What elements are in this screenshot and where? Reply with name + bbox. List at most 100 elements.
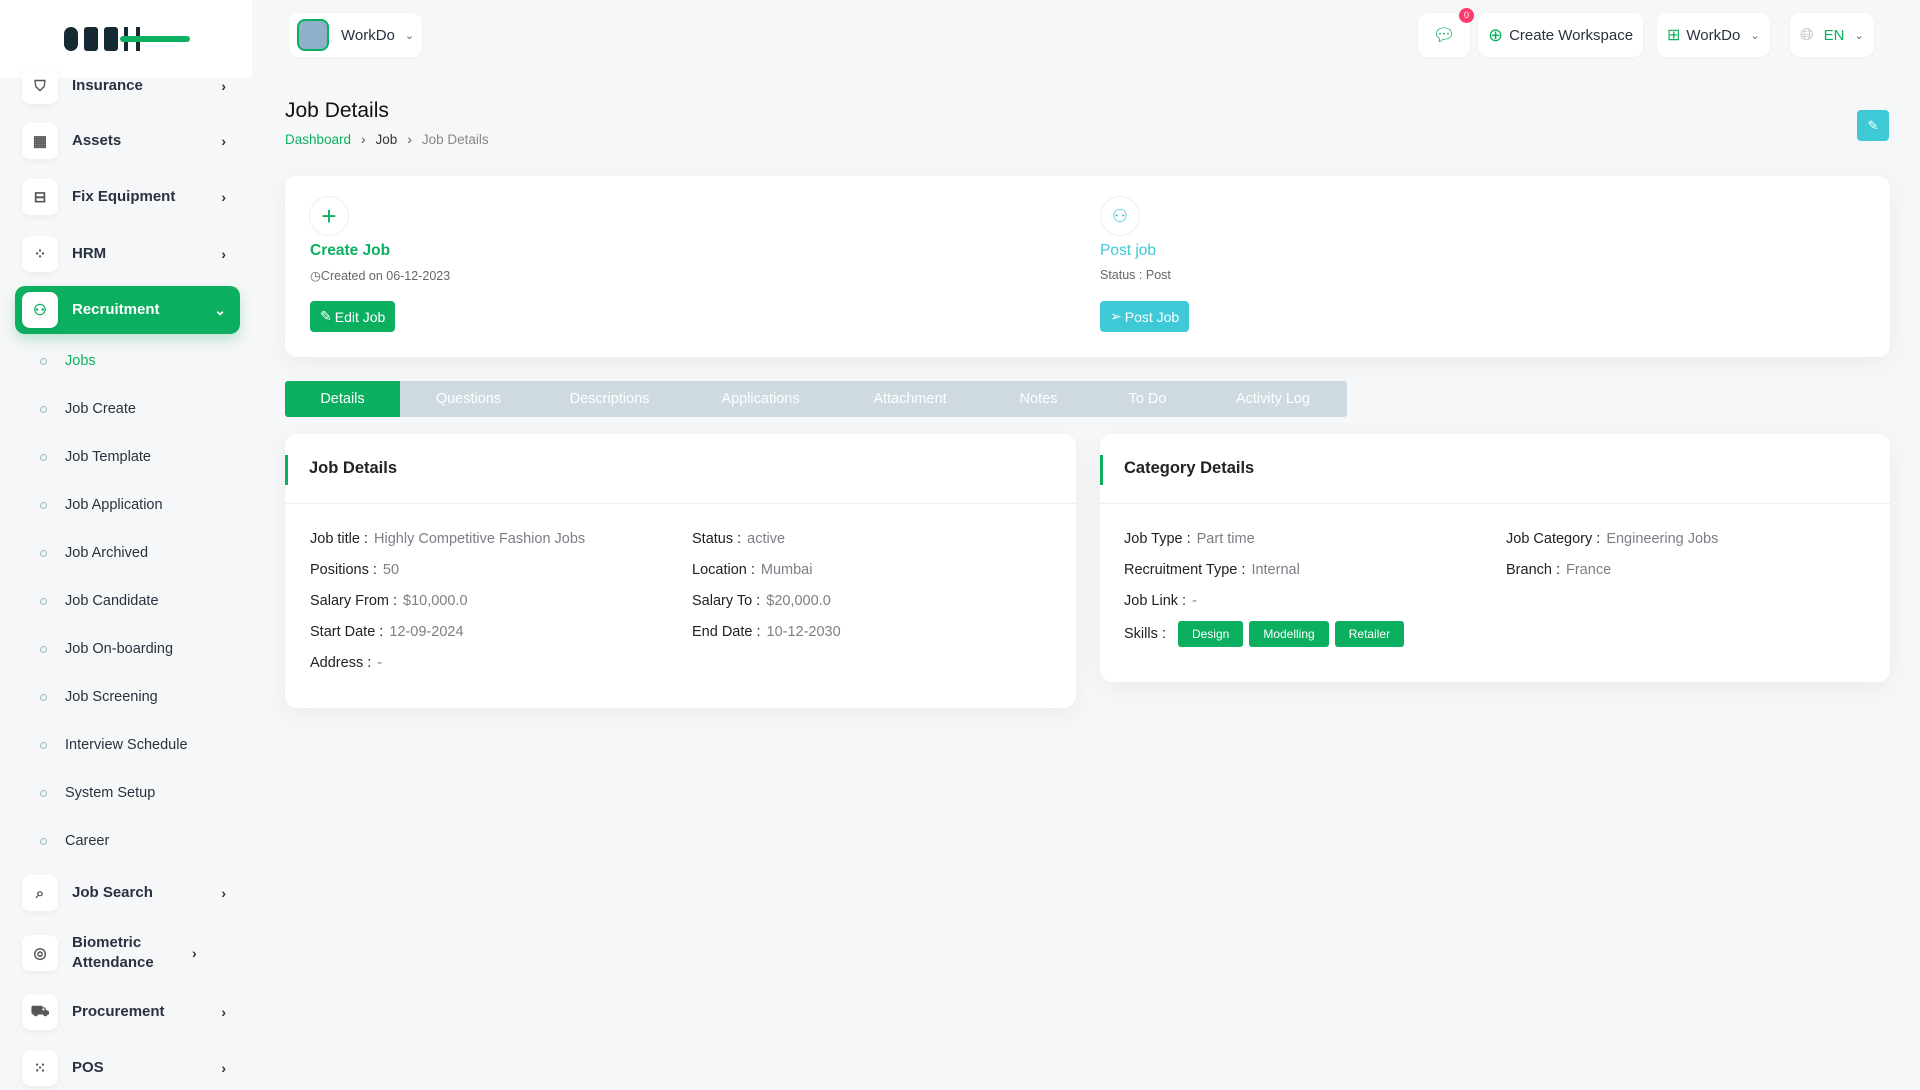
cart-icon: ⛟ xyxy=(22,994,58,1030)
language-dropdown[interactable]: 🌐︎ EN ⌄ xyxy=(1790,13,1874,57)
create-workspace-button[interactable]: ⊕ Create Workspace xyxy=(1478,13,1644,57)
field-job-link: Job Link :- xyxy=(1124,593,1197,609)
tab-activity-log[interactable]: Activity Log xyxy=(1235,391,1311,407)
apps-icon: ⊞ xyxy=(1667,27,1681,44)
tab-descriptions[interactable]: Descriptions xyxy=(569,391,650,407)
field-address: Address :- xyxy=(310,655,383,671)
chevron-right-icon: › xyxy=(407,132,412,147)
pencil-icon: ✎ xyxy=(1867,117,1879,133)
logo[interactable] xyxy=(0,0,252,78)
bullet-icon xyxy=(40,453,47,461)
field-positions: Positions :50 xyxy=(310,562,400,578)
tab-todo[interactable]: To Do xyxy=(1128,391,1167,407)
sidebar: ⛉ Insurance › ▦ Assets › ⊟ Fix Equipment › ⁘ HR… xyxy=(0,0,252,1086)
messages-button[interactable]: 💬︎ 0 xyxy=(1418,8,1474,57)
workspace-selector[interactable]: WorkDo ⌄ xyxy=(289,13,423,57)
plus-circle-icon: ⊕ xyxy=(1488,24,1504,45)
sidebar-subitem-system-setup[interactable]: System Setup xyxy=(40,785,155,801)
chevron-down-icon: ⌄ xyxy=(404,29,415,42)
card-title: Job Details xyxy=(285,434,1076,504)
field-end-date: End Date :10-12-2030 xyxy=(692,624,841,640)
tab-applications[interactable]: Applications xyxy=(721,391,800,407)
grid-icon: ⁙ xyxy=(22,1050,58,1086)
bullet-icon xyxy=(40,645,47,653)
field-salary-to: Salary To : $20,000.0 xyxy=(692,593,831,609)
chevron-right-icon: › xyxy=(361,132,366,147)
bullet-icon xyxy=(40,741,47,749)
field-status: Status : active xyxy=(692,531,786,547)
globe-icon: 🌐︎ xyxy=(1800,25,1814,44)
sidebar-subitem-job-screening[interactable]: Job Screening xyxy=(40,689,158,705)
file-search-icon: ⌕ xyxy=(22,875,58,911)
field-start-date: Start Date :12-09-2024 xyxy=(310,624,464,640)
sidebar-item-insurance[interactable]: ⛉ Insurance › xyxy=(15,64,240,108)
field-job-category: Job Category : Engineering Jobs xyxy=(1506,531,1719,547)
field-location: Location : Mumbai xyxy=(692,562,813,578)
breadcrumb-job[interactable]: Job xyxy=(375,132,398,147)
tab-questions[interactable]: Questions xyxy=(435,391,502,407)
sidebar-item-pos[interactable]: ⁙ POS › xyxy=(15,1046,240,1090)
sidebar-subitem-job-create[interactable]: Job Create xyxy=(40,401,136,417)
post-job-title: Post job xyxy=(1100,242,1157,259)
edit-job-button[interactable]: ✎ Edit Job xyxy=(310,301,396,332)
job-details-card: Job Details Job title : Highly Competitiv… xyxy=(285,434,1076,708)
calculator-icon: ▦ xyxy=(22,123,58,159)
archive-icon: ⊟ xyxy=(22,179,58,215)
card-title: Category Details xyxy=(1100,434,1890,504)
bullet-icon xyxy=(40,501,47,509)
sidebar-subitem-job-archived[interactable]: Job Archived xyxy=(40,545,148,561)
sidebar-item-fix-equipment[interactable]: ⊟ Fix Equipment › xyxy=(15,175,240,219)
plus-icon: + xyxy=(309,196,349,236)
dash-logo-icon xyxy=(64,27,190,51)
field-job-type: Job Type : Part time xyxy=(1124,531,1255,547)
sidebar-subitem-job-application[interactable]: Job Application xyxy=(40,497,163,513)
chevron-right-icon: › xyxy=(221,885,226,901)
chevron-down-icon: ⌄ xyxy=(214,301,226,318)
bullet-icon xyxy=(40,837,47,845)
sidebar-item-job-search[interactable]: ⌕ Job Search › xyxy=(15,871,240,915)
sidebar-item-procurement[interactable]: ⛟ Procurement › xyxy=(15,990,240,1034)
post-job-button[interactable]: ➢ Post Job xyxy=(1100,301,1190,332)
skill-badge: Design xyxy=(1177,621,1244,647)
sidebar-item-hrm[interactable]: ⁘ HRM › xyxy=(15,232,240,276)
bullet-icon xyxy=(40,597,47,605)
edit-page-button[interactable]: ✎ xyxy=(1857,110,1889,141)
chevron-down-icon: ⌄ xyxy=(1750,29,1760,42)
sidebar-subitem-job-candidate[interactable]: Job Candidate xyxy=(40,593,159,609)
page-title: Job Details xyxy=(285,99,389,122)
bullet-icon xyxy=(40,405,47,413)
tab-notes[interactable]: Notes xyxy=(1019,391,1058,407)
job-summary-card: + Create Job ◷Created on 06-12-2023 ✎ Edi… xyxy=(285,176,1890,357)
chevron-right-icon: › xyxy=(221,1004,226,1020)
workspace-dropdown[interactable]: ⊞ WorkDo ⌄ xyxy=(1657,13,1770,57)
bullet-icon xyxy=(40,789,47,797)
chevron-right-icon: › xyxy=(221,133,226,149)
sidebar-item-biometric-attendance[interactable]: ◎ Biometric Attendance › xyxy=(15,928,240,978)
workspace-avatar-icon xyxy=(297,19,329,51)
bullet-icon xyxy=(40,693,47,701)
tab-bar: Details Questions Descriptions Applicati… xyxy=(285,381,1347,417)
chevron-right-icon: › xyxy=(221,189,226,205)
created-date: ◷Created on 06-12-2023 xyxy=(310,269,451,283)
sidebar-item-recruitment[interactable]: ⚇ Recruitment ⌄ xyxy=(15,286,240,334)
chevron-right-icon: › xyxy=(221,1060,226,1076)
breadcrumb-dashboard[interactable]: Dashboard xyxy=(285,132,352,147)
chevron-right-icon: › xyxy=(192,945,197,961)
sidebar-item-assets[interactable]: ▦ Assets › xyxy=(15,119,240,163)
sidebar-subitem-career[interactable]: Career xyxy=(40,833,109,849)
post-status: Status : Post xyxy=(1100,268,1171,282)
sidebar-subitem-jobs[interactable]: Jobs xyxy=(40,353,96,369)
field-skills: Skills : Design Modelling Retailer xyxy=(1124,621,1405,647)
chevron-right-icon: › xyxy=(221,78,226,94)
fingerprint-icon: ◎ xyxy=(22,935,58,971)
tab-attachment[interactable]: Attachment xyxy=(873,391,947,407)
skill-badge: Retailer xyxy=(1334,621,1405,647)
shield-check-icon: ⛉ xyxy=(22,68,58,104)
sidebar-subitem-job-onboarding[interactable]: Job On-boarding xyxy=(40,641,173,657)
sidebar-subitem-job-template[interactable]: Job Template xyxy=(40,449,151,465)
tab-details[interactable]: Details xyxy=(285,381,400,417)
user-plus-icon: ⚇ xyxy=(22,292,58,328)
breadcrumb-current: Job Details xyxy=(421,132,489,147)
clock-icon: ◷ xyxy=(310,269,321,283)
sidebar-subitem-interview-schedule[interactable]: Interview Schedule xyxy=(40,737,188,753)
